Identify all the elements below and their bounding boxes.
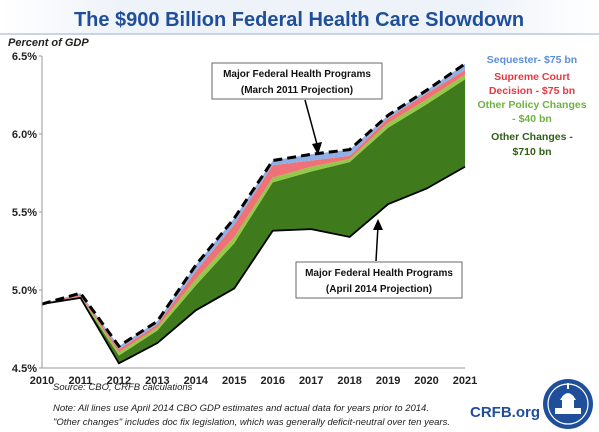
area-layers	[42, 63, 465, 364]
side-label-line: Decision - $75 bn	[489, 85, 575, 97]
april-callout-arrow	[375, 225, 379, 262]
x-tick-label: 2015	[222, 375, 246, 387]
april-callout: Major Federal Health Programs (April 201…	[295, 219, 463, 299]
y-tick-label: 4.5%	[12, 363, 37, 375]
area-other-changes	[42, 79, 465, 364]
projection-lines	[41, 62, 466, 365]
march-callout-arrowhead	[312, 142, 322, 155]
x-tick-label: 2013	[145, 375, 169, 387]
x-tick-label: 2020	[414, 375, 438, 387]
x-tick-label: 2010	[30, 375, 54, 387]
march-2011-line	[41, 62, 466, 349]
capitol-drum	[562, 399, 574, 408]
x-tick-labels: 2010 2011 2012 2013 2014 2015 2016 2017 2018 2019…	[30, 375, 477, 387]
april-callout-line1: Major Federal Health Programs	[305, 268, 453, 279]
april-callout-line2: (April 2014 Projection)	[326, 284, 432, 295]
side-label-line: - $40 bn	[512, 113, 552, 125]
crfb-logo-text: CRFB.org	[470, 404, 540, 421]
title-band	[0, 0, 599, 34]
side-label-line: Supreme Court	[494, 71, 570, 83]
side-label-line: Sequester- $75 bn	[487, 54, 577, 66]
march-callout-arrow	[304, 99, 319, 149]
capitol-spire	[567, 383, 569, 389]
april-2014-line	[41, 165, 466, 365]
chart-title: The $900 Billion Federal Health Care Slo…	[74, 9, 524, 31]
note-line1: Note: All lines use April 2014 CBO GDP e…	[53, 403, 429, 414]
capitol-dome	[560, 393, 576, 400]
side-label-line: Other Policy Changes	[477, 99, 586, 111]
x-tick-label: 2012	[107, 375, 131, 387]
march-callout-box	[211, 62, 383, 100]
x-tick-label: 2011	[69, 375, 93, 387]
side-labels: Sequester- $75 bn Supreme Court Decision -…	[477, 54, 586, 158]
april-callout-box	[295, 261, 463, 299]
march-callout-line2: (March 2011 Projection)	[241, 85, 353, 96]
side-label-line: Other Changes -	[491, 131, 573, 143]
side-label-line: $710 bn	[512, 146, 551, 158]
y-tick-labels: 4.5% 5.0% 5.5% 6.0% 6.5%	[12, 51, 42, 375]
y-tick-label: 6.0%	[12, 129, 37, 141]
x-tick-label: 2016	[260, 375, 284, 387]
source-note: Source: CBO, CRFB calculations	[53, 382, 193, 393]
area-other-policy-changes	[42, 74, 465, 356]
x-tick-label: 2017	[299, 375, 323, 387]
y-tick-label: 6.5%	[12, 51, 37, 63]
y-tick-label: 5.0%	[12, 285, 37, 297]
x-tick-label: 2021	[453, 375, 477, 387]
capitol-base	[555, 408, 581, 414]
x-tick-label: 2014	[184, 375, 209, 387]
y-tick-label: 5.5%	[12, 207, 37, 219]
note-line2: "Other changes" includes doc fix legisla…	[53, 417, 450, 428]
x-tick-label: 2018	[337, 375, 361, 387]
area-supreme-court-decision	[42, 70, 465, 353]
y-axis-label: Percent of GDP	[8, 37, 89, 49]
logo-seal	[543, 379, 593, 429]
x-tick-label: 2019	[376, 375, 400, 387]
march-callout: Major Federal Health Programs (March 201…	[211, 62, 383, 155]
march-callout-line1: Major Federal Health Programs	[223, 69, 371, 80]
april-callout-arrowhead	[373, 219, 383, 230]
